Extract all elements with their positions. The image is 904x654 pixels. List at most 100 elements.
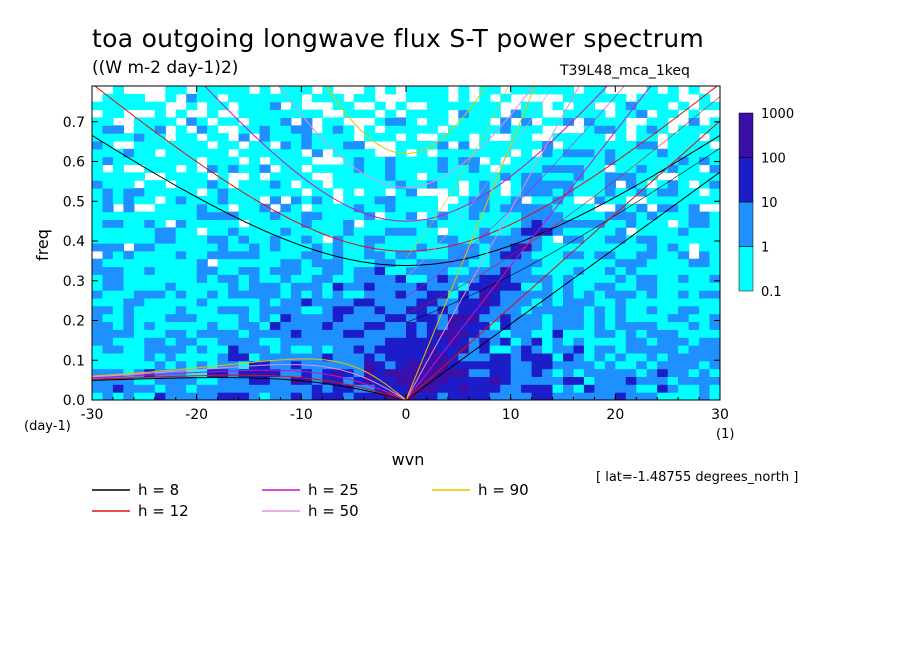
heatmap-cell [322, 337, 334, 346]
heatmap-cell [301, 274, 313, 283]
heatmap-cell [447, 352, 459, 362]
heatmap-cell [280, 188, 292, 197]
heatmap-cell [709, 235, 720, 244]
heatmap-cell [385, 321, 397, 330]
heatmap-cell [615, 235, 627, 244]
heatmap-cell [374, 305, 386, 315]
heatmap-cell [678, 345, 690, 354]
heatmap-cell [699, 329, 711, 338]
heatmap-cell [542, 211, 554, 220]
heatmap-cell [343, 321, 355, 330]
heatmap-cell [416, 195, 428, 205]
heatmap-cell [133, 101, 145, 111]
heatmap-cell [416, 368, 428, 377]
heatmap-cell [269, 384, 281, 393]
heatmap-cell [322, 266, 334, 275]
heatmap-cell [657, 368, 669, 377]
heatmap-cell [489, 258, 501, 268]
heatmap-cell [406, 290, 418, 299]
heatmap-cell [175, 360, 187, 370]
chart-title: toa outgoing longwave flux S-T power spe… [92, 24, 705, 53]
heatmap-cell [510, 133, 522, 142]
heatmap-cell [531, 360, 543, 370]
heatmap-cell [269, 93, 281, 103]
heatmap-cell [625, 376, 637, 385]
heatmap-cell [489, 384, 501, 393]
heatmap-cell [332, 172, 344, 181]
heatmap-cell [238, 109, 250, 118]
heatmap-cell [510, 109, 522, 118]
heatmap-cell [510, 266, 522, 275]
heatmap-cell [332, 376, 344, 385]
heatmap-cell [615, 141, 627, 150]
heatmap-cell [249, 274, 261, 283]
heatmap-cell [636, 376, 648, 385]
heatmap-cell [259, 188, 271, 197]
heatmap-cell [374, 133, 386, 142]
heatmap-cell [217, 368, 229, 377]
heatmap-cell [228, 141, 240, 150]
heatmap-cell [625, 297, 637, 307]
heatmap-cell [364, 203, 376, 213]
heatmap-cell [583, 86, 595, 95]
heatmap-cell [395, 337, 407, 346]
heatmap-cell [217, 235, 229, 244]
heatmap-cell [646, 392, 658, 400]
heatmap-cell [280, 282, 292, 291]
heatmap-cell [542, 321, 554, 330]
heatmap-cell [217, 86, 229, 95]
heatmap-cell [112, 211, 124, 220]
heatmap-cell [667, 227, 679, 236]
heatmap-cell [688, 305, 700, 315]
heatmap-cell [133, 211, 145, 220]
heatmap-cell [688, 337, 700, 346]
heatmap-cell [406, 266, 418, 275]
heatmap-cell [290, 258, 302, 268]
heatmap-cell [385, 345, 397, 354]
heatmap-cell [416, 235, 428, 244]
heatmap-cell [542, 243, 554, 252]
heatmap-cell [332, 164, 344, 173]
heatmap-cell [437, 250, 449, 260]
heatmap-cell [364, 360, 376, 370]
heatmap-cell [217, 117, 229, 126]
heatmap-cell [144, 376, 156, 385]
heatmap-cell [395, 180, 407, 189]
heatmap-cell [385, 274, 397, 283]
heatmap-cell [416, 352, 428, 362]
heatmap-cell [280, 392, 292, 400]
heatmap-cell [249, 141, 261, 150]
heatmap-cell [583, 133, 595, 142]
heatmap-cell [322, 195, 334, 205]
heatmap-cell [207, 180, 219, 189]
heatmap-cell [479, 235, 491, 244]
heatmap-cell [563, 321, 575, 330]
heatmap-cell [604, 282, 616, 291]
heatmap-cell [144, 195, 156, 205]
heatmap-cell [144, 321, 156, 330]
heatmap-cell [92, 141, 104, 150]
heatmap-cell [594, 282, 606, 291]
heatmap-cell [594, 392, 606, 400]
heatmap-cell [510, 384, 522, 393]
heatmap-cell [416, 313, 428, 322]
heatmap-cell [406, 156, 418, 166]
heatmap-cell [500, 329, 512, 338]
heatmap-cell [175, 282, 187, 291]
heatmap-cell [290, 133, 302, 142]
heatmap-cell [186, 266, 198, 275]
heatmap-cell [92, 297, 104, 307]
rossby-curve [92, 377, 407, 400]
heatmap-cell [343, 227, 355, 236]
heatmap-cell [542, 368, 554, 377]
x-units: (1) [716, 427, 734, 442]
heatmap-cell [301, 235, 313, 244]
heatmap-cell [249, 211, 261, 220]
heatmap-cell [583, 297, 595, 307]
heatmap-cell [196, 266, 208, 275]
heatmap-cell [479, 219, 491, 228]
heatmap-cell [249, 376, 261, 385]
heatmap-cell [144, 117, 156, 126]
dispersion-curves [92, 86, 720, 400]
heatmap-cell [458, 250, 470, 260]
